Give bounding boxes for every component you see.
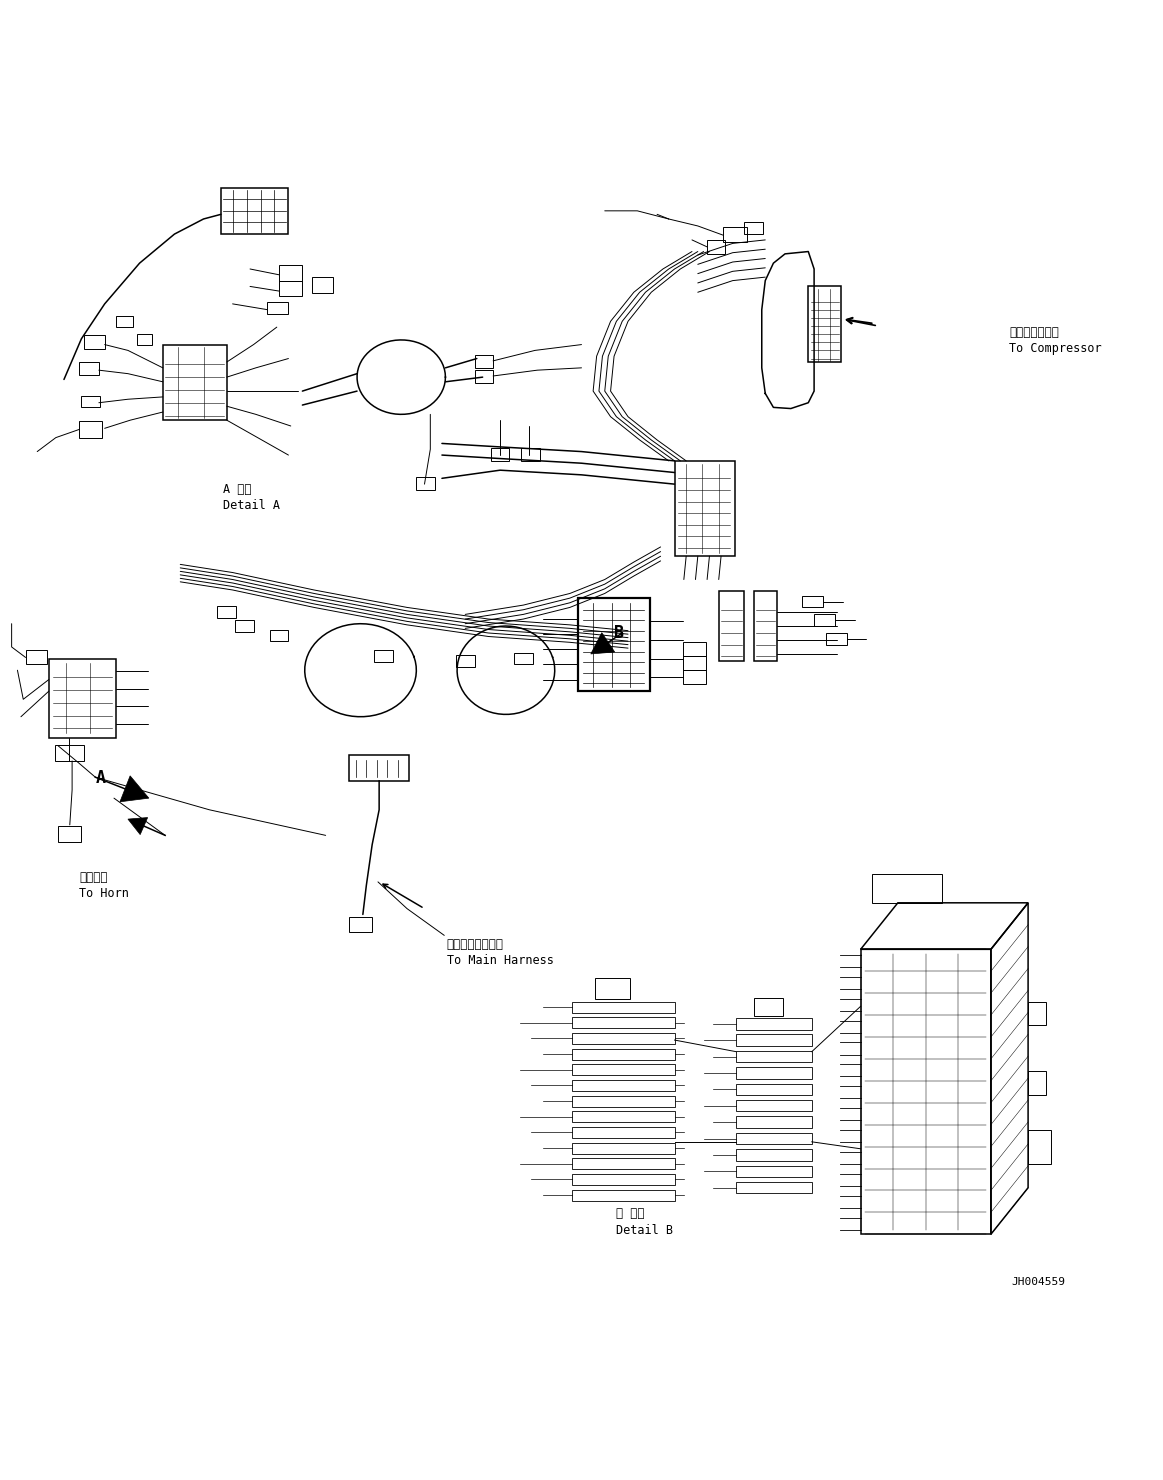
Bar bbox=[707, 240, 725, 255]
Bar bbox=[312, 277, 333, 293]
Bar bbox=[267, 302, 288, 314]
Bar bbox=[736, 1183, 812, 1193]
Bar bbox=[475, 370, 493, 383]
Bar bbox=[55, 744, 84, 761]
Bar bbox=[279, 265, 302, 281]
Polygon shape bbox=[128, 817, 148, 835]
Bar bbox=[826, 633, 847, 645]
Bar bbox=[1028, 1002, 1046, 1026]
Bar bbox=[221, 188, 288, 234]
Polygon shape bbox=[120, 776, 149, 802]
Text: Detail B: Detail B bbox=[616, 1224, 673, 1237]
Bar bbox=[736, 1083, 812, 1095]
Bar bbox=[514, 653, 533, 665]
Text: ホーンへ: ホーンへ bbox=[79, 872, 108, 884]
Bar bbox=[595, 978, 630, 999]
Bar bbox=[572, 1095, 675, 1107]
Bar bbox=[754, 591, 777, 662]
Bar bbox=[572, 1064, 675, 1076]
Bar bbox=[217, 607, 236, 617]
Bar bbox=[744, 222, 763, 234]
Bar bbox=[572, 1017, 675, 1029]
Bar bbox=[572, 1111, 675, 1122]
Bar bbox=[1028, 1072, 1046, 1095]
Bar bbox=[163, 345, 227, 420]
Text: A 詳細: A 詳細 bbox=[223, 482, 252, 496]
Bar bbox=[736, 1100, 812, 1111]
Bar bbox=[456, 656, 475, 666]
Bar bbox=[572, 1143, 675, 1153]
Bar bbox=[572, 1002, 675, 1012]
Bar bbox=[26, 650, 47, 665]
Bar bbox=[49, 659, 116, 737]
Bar bbox=[736, 1132, 812, 1144]
Bar bbox=[270, 629, 288, 641]
Bar bbox=[736, 1067, 812, 1079]
Bar bbox=[235, 620, 254, 632]
Bar bbox=[736, 1035, 812, 1046]
Bar bbox=[79, 422, 102, 438]
Bar bbox=[572, 1126, 675, 1138]
Bar bbox=[808, 287, 841, 363]
Bar bbox=[349, 916, 372, 932]
Bar bbox=[572, 1033, 675, 1043]
Bar bbox=[736, 1051, 812, 1063]
Bar bbox=[736, 1166, 812, 1177]
Bar bbox=[572, 1080, 675, 1091]
Bar bbox=[81, 395, 100, 407]
Bar bbox=[814, 614, 835, 626]
Bar bbox=[572, 1190, 675, 1200]
Bar bbox=[572, 1174, 675, 1185]
Text: JH004559: JH004559 bbox=[1012, 1277, 1065, 1286]
Bar bbox=[802, 596, 823, 607]
Text: A: A bbox=[95, 768, 106, 786]
Bar bbox=[872, 873, 942, 903]
Bar bbox=[84, 336, 105, 349]
Bar bbox=[736, 1148, 812, 1160]
Bar bbox=[521, 448, 540, 460]
Bar bbox=[683, 656, 706, 670]
Bar bbox=[58, 826, 81, 842]
Bar bbox=[79, 363, 99, 374]
Text: To Main Harness: To Main Harness bbox=[447, 953, 554, 966]
Text: メインハーネスへ: メインハーネスへ bbox=[447, 937, 504, 950]
Bar bbox=[116, 315, 133, 327]
Bar bbox=[861, 949, 991, 1234]
Bar bbox=[578, 598, 650, 691]
Bar bbox=[1028, 1129, 1051, 1165]
Bar bbox=[719, 591, 744, 662]
Bar bbox=[416, 477, 435, 490]
Bar bbox=[683, 670, 706, 684]
Bar bbox=[374, 650, 393, 662]
Bar bbox=[683, 642, 706, 656]
Bar bbox=[723, 226, 747, 243]
Bar bbox=[754, 998, 783, 1015]
Bar bbox=[736, 1116, 812, 1128]
Bar bbox=[137, 334, 152, 345]
Text: コンプレッサへ: コンプレッサへ bbox=[1009, 326, 1059, 339]
Text: B: B bbox=[614, 625, 625, 642]
Text: To Compressor: To Compressor bbox=[1009, 342, 1103, 355]
Polygon shape bbox=[591, 632, 615, 654]
Bar bbox=[279, 281, 302, 296]
Text: Detail A: Detail A bbox=[223, 499, 280, 512]
Text: To Horn: To Horn bbox=[79, 888, 129, 900]
Bar bbox=[572, 1159, 675, 1169]
Bar bbox=[475, 355, 493, 369]
Bar bbox=[491, 448, 509, 460]
Text: 日 詳細: 日 詳細 bbox=[616, 1208, 645, 1221]
Bar bbox=[675, 460, 735, 556]
Bar bbox=[349, 755, 409, 781]
Bar bbox=[736, 1018, 812, 1030]
Bar bbox=[572, 1049, 675, 1060]
